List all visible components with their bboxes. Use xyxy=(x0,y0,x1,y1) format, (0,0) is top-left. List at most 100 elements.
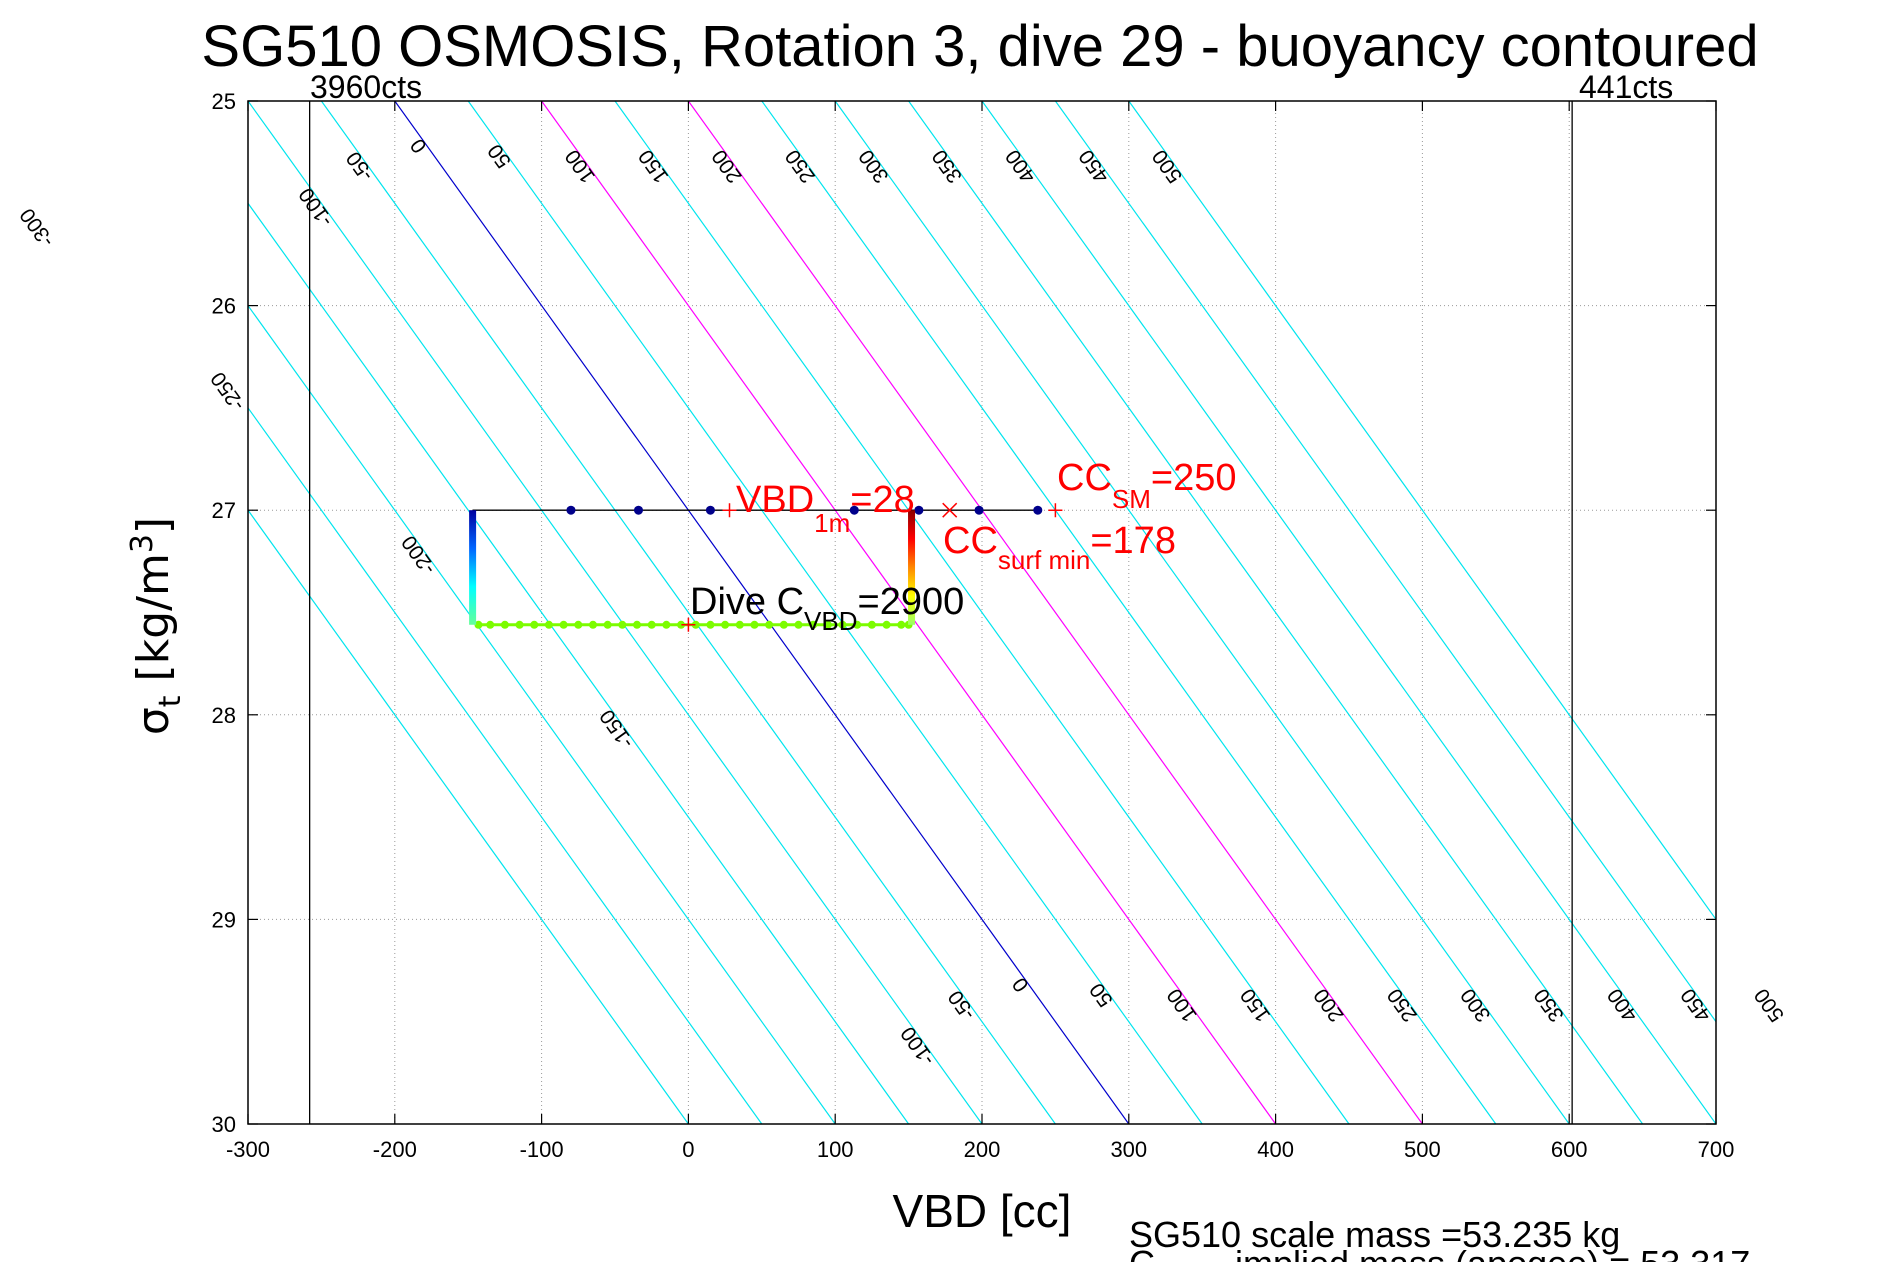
descent-column xyxy=(469,510,477,625)
bottom-track-point xyxy=(823,620,832,629)
y-axis-label-close: ] xyxy=(128,517,179,534)
ascent-column xyxy=(908,510,916,625)
buoyancy-contours xyxy=(248,101,1716,1124)
footer-implied-mass-rest: implied mass (apogee) = 53.317 xyxy=(1235,1243,1750,1262)
contour-label: -100 xyxy=(295,183,338,231)
surface-track-point xyxy=(849,505,859,515)
plus-marker xyxy=(722,503,737,518)
contour-label: 0 xyxy=(406,134,432,157)
contour-label: 0 xyxy=(1008,973,1034,996)
x-tick-label: 400 xyxy=(1257,1137,1294,1162)
bottom-track-point xyxy=(500,620,509,629)
contour-line xyxy=(320,101,1056,1124)
y-tick-label: 28 xyxy=(212,703,236,728)
y-axis-label-main: σ xyxy=(128,707,179,735)
annotation-vbd-1m-rest: =28 xyxy=(850,479,914,521)
x-tick-label: 100 xyxy=(817,1137,854,1162)
contour-label: 450 xyxy=(1676,984,1715,1026)
surface-track-point xyxy=(974,505,984,515)
contour-line xyxy=(248,304,836,1124)
bottom-track-point xyxy=(838,620,847,629)
surface-track-point xyxy=(1033,505,1043,515)
bottom-track-point xyxy=(618,620,627,629)
annotation-cc-surf-min-sub: surf min xyxy=(998,545,1090,575)
footer-implied-mass-main: C xyxy=(1129,1243,1155,1262)
x-tick-label: 500 xyxy=(1404,1137,1441,1162)
y-axis-label-sub: t xyxy=(153,695,188,707)
surface-track-point xyxy=(705,505,715,515)
bottom-track-point xyxy=(515,620,524,629)
contour-label: 250 xyxy=(781,145,820,187)
vbd-limit-lines xyxy=(309,101,1573,1124)
contour-label: 150 xyxy=(634,145,673,187)
contour-line xyxy=(248,509,689,1124)
chart-title: SG510 OSMOSIS, Rotation 3, dive 29 - buo… xyxy=(201,14,1758,79)
contour-label: 300 xyxy=(854,145,893,187)
bottom-track-point xyxy=(647,620,656,629)
contour-label: 200 xyxy=(1309,984,1348,1026)
contour-label: 150 xyxy=(1236,984,1275,1026)
annotation-vbd-1m: VBD1m=28 xyxy=(736,479,915,538)
contour-line xyxy=(248,202,910,1124)
contour-label: 100 xyxy=(561,145,600,187)
bottom-track-point xyxy=(662,620,671,629)
contour-line xyxy=(908,101,1644,1124)
contour-line xyxy=(761,101,1497,1124)
contour-label: -200 xyxy=(397,531,440,579)
x-tick-label: -200 xyxy=(373,1137,417,1162)
contour-label: 50 xyxy=(483,140,515,172)
annotation-dive-cvbd-rest: =2900 xyxy=(858,581,965,623)
annotation-dive-cvbd-main: Dive C xyxy=(690,581,804,623)
bottom-track-point xyxy=(486,620,495,629)
annotation-cc-sm: CCSM=250 xyxy=(1057,457,1236,514)
contour-label: 350 xyxy=(1530,984,1569,1026)
bottom-track-point xyxy=(765,620,774,629)
y-axis-label: σt [kg/m3] xyxy=(125,517,188,735)
bottom-track-point xyxy=(809,620,818,629)
bottom-track-point xyxy=(794,620,803,629)
contour-label: 50 xyxy=(1085,979,1117,1011)
surface-track-point xyxy=(633,505,643,515)
bottom-track-point xyxy=(691,620,700,629)
bottom-track-point xyxy=(574,620,583,629)
footer-implied-mass: Cimplied mass (apogee) = 53.317 xyxy=(1129,1243,1750,1262)
contour-label: -50 xyxy=(944,986,980,1024)
contour-label: 400 xyxy=(1603,984,1642,1026)
bottom-track-point xyxy=(853,620,862,629)
contour-label: 300 xyxy=(1456,984,1495,1026)
bottom-track-point xyxy=(721,620,730,629)
contour-label: 500 xyxy=(1750,984,1789,1026)
bottom-track-point xyxy=(706,620,715,629)
annotation-cc-sm-rest: =250 xyxy=(1151,457,1237,499)
y-tick-label: 25 xyxy=(212,89,236,114)
plus-marker xyxy=(681,617,696,632)
footer-scale-mass: SG510 scale mass =53.235 kg xyxy=(1129,1214,1620,1255)
annotation-dive-cvbd: Dive CVBD=2900 xyxy=(690,581,964,636)
y-tick-label: 30 xyxy=(212,1112,236,1137)
vbd-limit-label-left: 3960cts xyxy=(310,69,422,105)
bottom-track-point xyxy=(735,620,744,629)
y-axis-label-units: [kg/m xyxy=(128,553,179,681)
bottom-track-point xyxy=(544,620,553,629)
contour-label: 400 xyxy=(1001,145,1040,187)
contour-line xyxy=(614,101,1350,1124)
x-axis-label: VBD [cc] xyxy=(893,1185,1072,1237)
contour-line xyxy=(467,101,1203,1124)
contour-label: -300 xyxy=(16,204,59,252)
x-tick-label: -100 xyxy=(520,1137,564,1162)
contour-line xyxy=(394,101,1130,1124)
annotation-vbd-1m-sub: 1m xyxy=(814,508,850,538)
bottom-track-point xyxy=(559,620,568,629)
annotation-cc-surf-min-main: CC xyxy=(943,520,998,562)
contour-label: -50 xyxy=(342,147,378,185)
axis-ticks: -300 -200 -100 0 100 200 300 400 500 600 700252627… xyxy=(212,89,1735,1162)
y-tick-label: 29 xyxy=(212,907,236,932)
annotation-cc-surf-min-rest: =178 xyxy=(1090,520,1176,562)
contour-line xyxy=(1054,101,1716,1023)
contour-label: -100 xyxy=(896,1022,939,1070)
bottom-track-point xyxy=(882,620,891,629)
y-tick-label: 27 xyxy=(212,498,236,523)
surface-track-point xyxy=(914,505,924,515)
y-axis-label-sup: 3 xyxy=(125,534,160,553)
